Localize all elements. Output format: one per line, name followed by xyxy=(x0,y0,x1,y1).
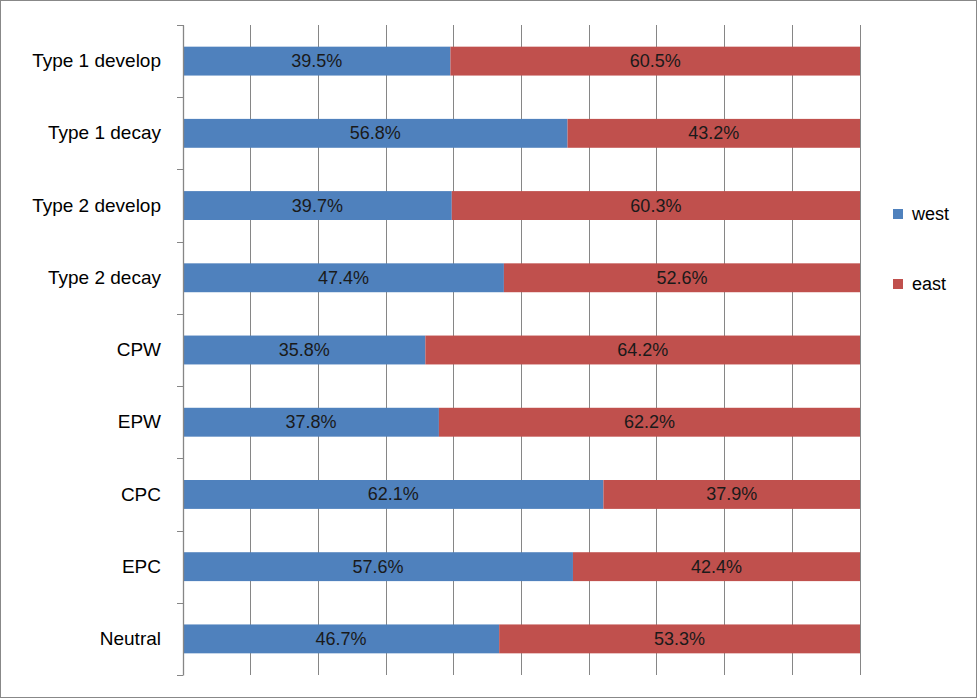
bar xyxy=(183,119,568,148)
data-label: 37.9% xyxy=(706,484,757,504)
bar xyxy=(183,624,499,653)
bar xyxy=(450,47,860,76)
y-tick-label: CPW xyxy=(117,339,161,360)
data-label: 35.8% xyxy=(279,340,330,360)
bar xyxy=(183,408,439,437)
data-label: 60.3% xyxy=(630,196,681,216)
y-tick-label: EPW xyxy=(118,411,161,432)
y-tick: Type 2 develop xyxy=(32,195,183,216)
y-tick: CPW xyxy=(117,339,183,360)
legend-label: east xyxy=(912,274,946,294)
chart: 39.5% 56.8% 39.7% 47.4% 35.8% 37.8% 62.1% 57.6%… xyxy=(0,0,977,698)
plot: 39.5% 56.8% 39.7% 47.4% 35.8% 37.8% 62.1% 57.6%… xyxy=(32,25,860,676)
bar xyxy=(573,552,860,581)
y-tick: EPW xyxy=(118,411,183,432)
y-axis: Type 1 develop Type 1 decay Type 2 develop… xyxy=(32,26,183,676)
data-label: 47.4% xyxy=(318,268,369,288)
data-label: 57.6% xyxy=(352,557,403,577)
y-tick: Type 2 decay xyxy=(48,267,183,288)
y-tick-label: Neutral xyxy=(100,628,161,649)
bar xyxy=(183,336,425,365)
y-tick-label: Type 1 decay xyxy=(48,122,162,143)
data-label: 37.8% xyxy=(285,412,336,432)
bar xyxy=(183,263,504,292)
bar xyxy=(499,624,860,653)
data-label: 62.1% xyxy=(368,484,419,504)
bar xyxy=(183,552,573,581)
data-labels: 39.5% 56.8% 39.7% 47.4% 35.8% 37.8% 62.1% 57.6%… xyxy=(279,51,758,649)
y-divider-tick xyxy=(177,675,183,676)
y-tick: Type 1 decay xyxy=(48,122,183,143)
data-label: 46.7% xyxy=(316,629,367,649)
y-tick-label: Type 2 develop xyxy=(32,195,161,216)
legend-label: west xyxy=(911,204,949,224)
y-tick: Neutral xyxy=(100,628,183,649)
bar xyxy=(568,119,860,148)
y-divider-tick xyxy=(177,531,183,532)
legend-swatch xyxy=(893,279,903,289)
bar xyxy=(183,480,603,509)
data-label: 53.3% xyxy=(654,629,705,649)
y-divider-tick xyxy=(177,603,183,604)
grid-line xyxy=(183,25,184,675)
y-tick-label: Type 2 decay xyxy=(48,267,162,288)
y-divider-tick xyxy=(177,242,183,243)
legend-item: east xyxy=(893,274,946,294)
data-label: 43.2% xyxy=(688,123,739,143)
data-label: 62.2% xyxy=(624,412,675,432)
y-tick: Type 1 develop xyxy=(32,50,183,71)
y-tick-label: EPC xyxy=(122,556,161,577)
y-divider-tick xyxy=(177,169,183,170)
y-divider-tick xyxy=(177,314,183,315)
bar xyxy=(183,47,450,76)
bars xyxy=(183,47,860,654)
data-label: 64.2% xyxy=(617,340,668,360)
y-axis-line xyxy=(183,26,184,676)
chart-border xyxy=(1,1,977,698)
y-tick: EPC xyxy=(122,556,183,577)
bar xyxy=(504,263,860,292)
data-label: 60.5% xyxy=(630,51,681,71)
y-divider-tick xyxy=(177,458,183,459)
data-label: 42.4% xyxy=(691,557,742,577)
y-divider-tick xyxy=(177,386,183,387)
legend-item: west xyxy=(893,204,949,224)
y-tick: CPC xyxy=(121,484,183,505)
y-dividers xyxy=(177,25,183,675)
data-label: 52.6% xyxy=(656,268,707,288)
y-tick-label: Type 1 develop xyxy=(32,50,161,71)
data-label: 39.5% xyxy=(291,51,342,71)
grid xyxy=(183,25,860,675)
bar xyxy=(603,480,860,509)
bar xyxy=(439,408,860,437)
bar xyxy=(452,191,860,220)
bar xyxy=(425,336,860,365)
y-tick-label: CPC xyxy=(121,484,161,505)
legend-swatch xyxy=(893,209,903,219)
legend: west east xyxy=(893,204,949,294)
y-divider-tick xyxy=(177,97,183,98)
data-label: 39.7% xyxy=(292,196,343,216)
y-divider-tick xyxy=(177,25,183,26)
data-label: 56.8% xyxy=(350,123,401,143)
bar xyxy=(183,191,452,220)
